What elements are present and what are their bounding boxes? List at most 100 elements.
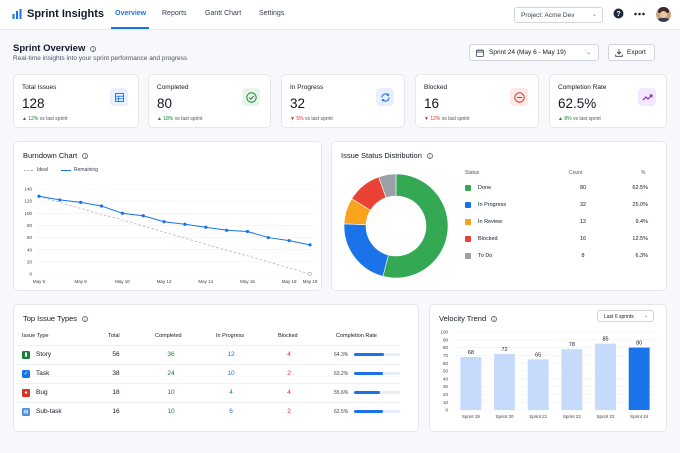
status-row[interactable]: To Do 8 6.3% — [465, 252, 650, 262]
col-header-total: Total — [108, 333, 120, 339]
status-row[interactable]: Done 80 62.5% — [465, 184, 650, 194]
status-row[interactable]: In Review 12 9.4% — [465, 218, 650, 228]
kpi-trend: ▼ 12% vs last sprint — [424, 116, 470, 122]
status-swatch — [465, 236, 471, 242]
remaining-point[interactable] — [245, 229, 250, 234]
burndown-title: Burndown Chart i — [23, 151, 89, 160]
tab-gantt-chart[interactable]: Gantt Chart — [205, 10, 242, 17]
remaining-point[interactable] — [79, 200, 83, 204]
x-tick-label: May 19 — [303, 279, 318, 284]
remaining-point[interactable] — [37, 194, 41, 198]
info-icon[interactable]: i — [90, 45, 97, 52]
kpi-card-completed: Completed 80 ▲ 18% vs last sprint — [148, 74, 271, 128]
velocity-bar[interactable] — [527, 359, 549, 410]
y-tick-label: 0 — [445, 408, 448, 413]
issue-type-name: Sub-task — [36, 408, 62, 415]
help-icon[interactable]: ? — [613, 8, 624, 19]
donut-slice-done[interactable] — [382, 173, 449, 279]
issue-types-title: Top Issue Types i — [23, 314, 89, 323]
velocity-range-select[interactable]: Last 6 sprints ⌄ — [597, 310, 654, 322]
series-line-ideal — [38, 195, 311, 275]
remaining-point[interactable] — [58, 198, 62, 202]
info-icon[interactable]: i — [82, 315, 89, 322]
tab-settings[interactable]: Settings — [259, 10, 285, 17]
velocity-bar[interactable] — [561, 349, 583, 410]
project-selector[interactable]: Project: Acme Dev ⌄ — [514, 7, 603, 23]
remaining-point[interactable] — [287, 239, 291, 243]
sprint-range-selector[interactable]: Sprint 24 (May 6 - May 19) ⌄ — [469, 44, 599, 61]
status-row[interactable]: In Progress 32 25.0% — [465, 201, 650, 211]
more-options-icon[interactable] — [634, 12, 645, 16]
completion-rate-value: 62.5% — [334, 409, 349, 415]
x-tick-label: Sprint 23 — [596, 414, 615, 419]
y-tick-label: 40 — [443, 376, 449, 381]
y-tick-label: 120 — [24, 199, 32, 204]
tab-reports[interactable]: Reports — [162, 10, 187, 17]
y-tick-label: 40 — [27, 247, 33, 252]
y-tick-label: 60 — [27, 235, 33, 240]
y-tick-label: 100 — [440, 330, 448, 335]
status-row[interactable]: Blocked 16 12.5% — [465, 235, 650, 245]
velocity-bar[interactable] — [460, 356, 482, 410]
trend-up-icon — [638, 88, 656, 106]
col-header-completion-rate: Completion Rate — [336, 333, 377, 339]
issue-completed: 36 — [167, 351, 175, 358]
table-row[interactable]: ● Bug 18 10 4 4 55.6% — [16, 383, 400, 402]
app-logo[interactable]: Sprint Insights — [12, 8, 104, 20]
velocity-bar[interactable] — [595, 343, 616, 410]
velocity-bar[interactable] — [494, 353, 515, 410]
chevron-down-icon: ⌄ — [585, 50, 591, 56]
completion-rate-fill — [354, 353, 384, 356]
y-tick-label: 30 — [443, 384, 449, 389]
trend-down-arrow-icon: ▼ — [424, 116, 429, 122]
issue-total: 56 — [112, 351, 120, 358]
info-icon[interactable]: i — [491, 315, 498, 322]
x-tick-label: May 18 — [282, 279, 297, 284]
velocity-bar[interactable] — [628, 347, 650, 410]
remaining-point[interactable] — [204, 225, 208, 229]
remaining-point[interactable] — [308, 243, 312, 247]
status-count: 8 — [581, 253, 585, 259]
tab-overview[interactable]: Overview — [115, 10, 147, 17]
remaining-point[interactable] — [225, 228, 229, 232]
percent-col-header: % — [641, 170, 646, 176]
user-avatar[interactable] — [656, 7, 671, 22]
status-percent: 6.3% — [635, 253, 648, 259]
table-row[interactable]: ▮ Story 56 36 12 4 64.3% — [16, 345, 400, 364]
remaining-point[interactable] — [99, 204, 104, 208]
issue-blocked: 4 — [287, 351, 291, 358]
info-icon[interactable]: i — [426, 152, 433, 159]
donut-slice-in-progress[interactable] — [343, 223, 389, 277]
info-icon[interactable]: i — [82, 152, 89, 159]
donut-slice-to-do[interactable] — [378, 173, 397, 199]
remaining-point[interactable] — [120, 211, 124, 215]
x-tick-label: Sprint 21 — [529, 414, 548, 419]
remaining-point[interactable] — [266, 235, 270, 240]
page-subtitle: Real-time insights into your sprint perf… — [13, 55, 188, 62]
y-tick-label: 0 — [29, 272, 32, 277]
status-name: Done — [478, 185, 492, 191]
status-name: In Review — [478, 219, 503, 225]
velocity-title: Velocity Trend i — [439, 314, 498, 323]
remaining-point[interactable] — [162, 220, 166, 224]
completion-rate-fill — [354, 391, 380, 394]
completion-rate-value: 63.2% — [334, 371, 349, 377]
velocity-bar-chart: 0 10 20 30 40 50 60 70 80 90 100 68 Sprint 19 72 Sprin… — [440, 330, 656, 419]
table-row[interactable]: ▤ Sub-task 16 10 6 2 62.5% — [16, 402, 400, 421]
status-percent: 25.0% — [632, 202, 648, 208]
remaining-point[interactable] — [141, 214, 145, 218]
export-button[interactable]: Export — [608, 44, 655, 61]
issue-in-progress: 10 — [227, 370, 235, 377]
completion-rate-fill — [354, 410, 383, 413]
status-percent: 9.4% — [635, 219, 648, 225]
kpi-card-total-issues: Total Issues 128 ▲ 12% vs last sprint — [13, 74, 139, 128]
issue-type-name: Bug — [36, 389, 48, 396]
top-bar: Sprint Insights Overview Reports Gantt C… — [0, 0, 680, 30]
kpi-value: 32 — [290, 96, 306, 111]
issue-blocked: 2 — [287, 370, 291, 377]
kpi-trend: ▲ 12% vs last sprint — [22, 116, 68, 122]
chevron-down-icon: ⌄ — [591, 12, 597, 18]
remaining-point[interactable] — [183, 222, 187, 226]
issue-completed: 10 — [167, 389, 175, 396]
table-row[interactable]: ✓ Task 38 24 10 2 63.2% — [16, 364, 400, 383]
